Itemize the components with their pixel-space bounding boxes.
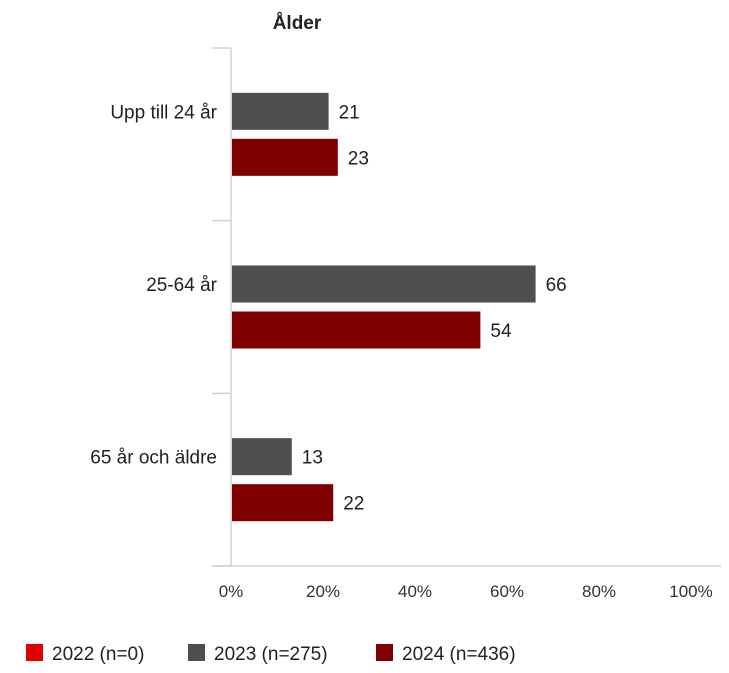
x-tick-label: 0% [219, 582, 244, 601]
axes [212, 47, 721, 567]
category-label: 65 år och äldre [90, 448, 217, 469]
bar [232, 92, 329, 130]
bar [232, 311, 481, 349]
value-label: 23 [348, 148, 369, 169]
chart-title: Ålder [273, 13, 322, 34]
legend-swatch [26, 644, 43, 661]
category-label: Upp till 24 år [110, 102, 217, 123]
bar [232, 138, 338, 176]
value-label: 21 [339, 102, 360, 123]
value-labels: 21 23 66 54 13 22 [302, 102, 567, 514]
value-label: 13 [302, 448, 323, 469]
x-tick-label: 80% [582, 582, 616, 601]
bars [232, 92, 536, 522]
legend-label: 2023 (n=275) [214, 644, 328, 665]
legend-label: 2024 (n=436) [402, 644, 516, 665]
x-tick-label: 20% [306, 582, 340, 601]
value-label: 66 [546, 275, 567, 296]
bar [232, 265, 536, 303]
x-tick-label: 40% [398, 582, 432, 601]
value-label: 54 [490, 321, 512, 342]
value-label: 22 [343, 494, 364, 515]
legend-label: 2022 (n=0) [52, 644, 144, 665]
x-tick-labels: 0% 20% 40% 60% 80% 100% [219, 582, 713, 601]
bar [232, 438, 292, 476]
x-tick-label: 60% [490, 582, 524, 601]
bar [232, 484, 334, 522]
category-label: 25-64 år [146, 275, 217, 296]
legend-swatch [188, 644, 205, 661]
category-labels: Upp till 24 år 25-64 år 65 år och äldre [90, 102, 217, 468]
x-tick-label: 100% [669, 582, 712, 601]
legend: 2022 (n=0) 2023 (n=275) 2024 (n=436) [26, 644, 516, 665]
legend-swatch [376, 644, 393, 661]
